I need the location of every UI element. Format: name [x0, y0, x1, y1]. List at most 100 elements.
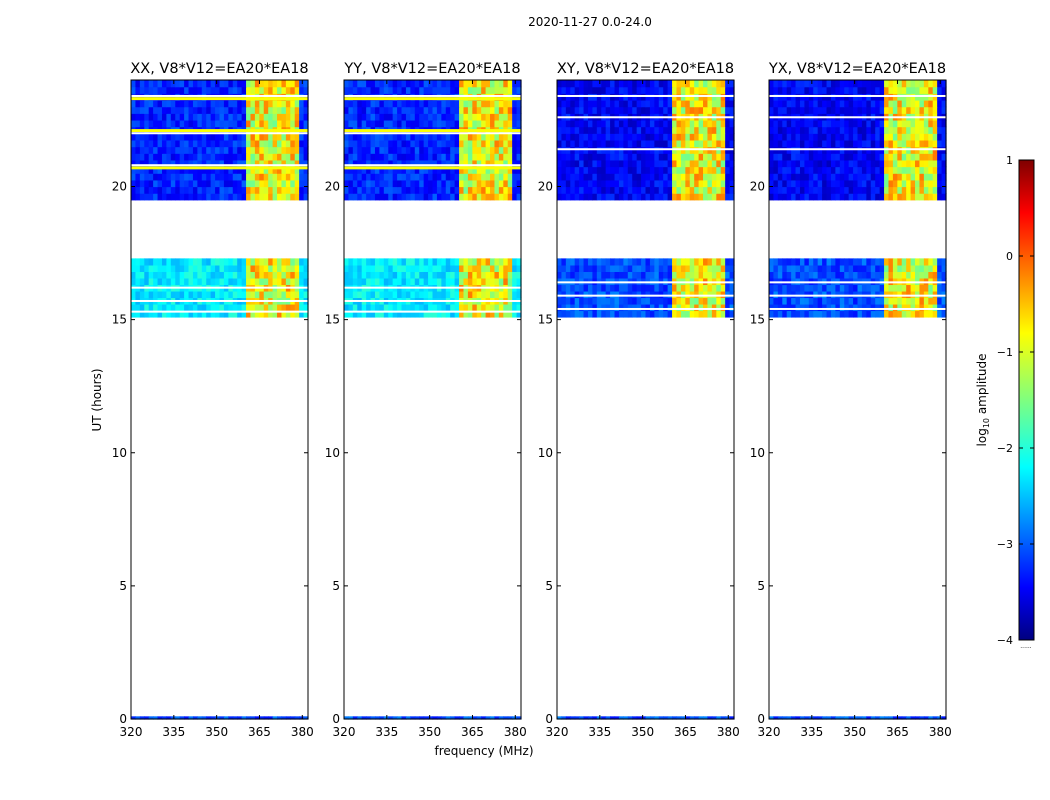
heatmap-cell: [587, 106, 593, 114]
heatmap-cell: [467, 139, 473, 148]
heatmap-cell: [623, 166, 629, 174]
heatmap-cell: [729, 99, 735, 108]
heatmap-cell: [450, 264, 456, 273]
heatmap-cell: [428, 716, 434, 720]
heatmap-cell: [374, 153, 380, 161]
heatmap-cell: [463, 113, 469, 121]
heatmap-cell: [698, 106, 704, 114]
heatmap-cell: [294, 277, 300, 286]
heatmap-cell: [799, 99, 805, 108]
heatmap-cell: [786, 153, 792, 161]
heatmap-cell: [707, 179, 713, 188]
heatmap-cell: [892, 258, 898, 266]
heatmap-cell: [632, 284, 638, 292]
heatmap-cell: [879, 179, 885, 188]
heatmap-cell: [570, 106, 576, 114]
heatmap-cell: [870, 86, 876, 94]
heatmap-cell: [485, 186, 491, 194]
heatmap-cell: [410, 303, 416, 312]
heatmap-cell: [467, 113, 473, 121]
heatmap-cell: [410, 264, 416, 273]
heatmap-cell: [663, 80, 669, 88]
heatmap-cell: [799, 80, 805, 88]
bright-stripe: [131, 166, 308, 170]
heatmap-cell: [808, 258, 814, 266]
heatmap-cell: [148, 146, 154, 154]
heatmap-cell: [197, 179, 203, 188]
heatmap-cell: [879, 106, 885, 114]
heatmap-cell: [574, 310, 580, 318]
heatmap-cell: [459, 310, 465, 318]
heatmap-cell: [888, 133, 894, 141]
heatmap-cell: [175, 106, 181, 114]
colorbar-tick-label: −3: [997, 538, 1013, 551]
heatmap-cell: [888, 290, 894, 299]
heatmap-cell: [799, 159, 805, 168]
heatmap-cell: [166, 173, 172, 181]
heatmap-cell: [494, 258, 500, 266]
heatmap-cell: [179, 173, 185, 181]
heatmap-cell: [592, 297, 598, 305]
heatmap-cell: [157, 153, 163, 161]
heatmap-cell: [246, 153, 252, 161]
heatmap-cell: [777, 186, 783, 194]
heatmap-cell: [866, 284, 872, 292]
heatmap-cell: [370, 159, 376, 168]
heatmap-cell: [870, 258, 876, 266]
heatmap-cell: [277, 153, 283, 161]
heatmap-cell: [773, 193, 779, 201]
heatmap-cell: [561, 258, 567, 266]
heatmap-cell: [561, 179, 567, 188]
heatmap-cell: [844, 80, 850, 88]
heatmap-cell: [720, 264, 726, 273]
heatmap-cell: [516, 271, 522, 279]
heatmap-cell: [223, 179, 229, 188]
heatmap-cell: [857, 264, 863, 273]
heatmap-cell: [250, 173, 256, 181]
heatmap-cell: [857, 271, 863, 279]
heatmap-cell: [915, 106, 921, 114]
heatmap-cell: [219, 146, 225, 154]
heatmap-cell: [711, 271, 717, 279]
heatmap-cell: [379, 303, 385, 312]
heatmap-cell: [277, 133, 283, 141]
heatmap-cell: [219, 153, 225, 161]
heatmap-cell: [139, 264, 145, 273]
heatmap-cell: [654, 126, 660, 134]
heatmap-cell: [348, 153, 354, 161]
heatmap-cell: [210, 193, 216, 201]
heatmap-cell: [210, 716, 216, 720]
heatmap-cell: [703, 310, 709, 318]
heatmap-cell: [201, 716, 207, 720]
heatmap-cell: [707, 86, 713, 94]
heatmap-cell: [636, 106, 642, 114]
heatmap-cell: [769, 119, 775, 128]
heatmap-cell: [263, 113, 269, 121]
heatmap-cell: [454, 133, 460, 141]
heatmap-cell: [879, 258, 885, 266]
heatmap-cell: [463, 86, 469, 94]
heatmap-cell: [888, 99, 894, 108]
heatmap-cell: [223, 303, 229, 312]
heatmap-cell: [215, 716, 221, 720]
heatmap-cell: [641, 264, 647, 273]
heatmap-cell: [804, 290, 810, 299]
heatmap-cell: [654, 290, 660, 299]
heatmap-cell: [817, 159, 823, 168]
heatmap-cell: [450, 173, 456, 181]
heatmap-cell: [623, 284, 629, 292]
heatmap-cell: [432, 290, 438, 299]
heatmap-cell: [729, 126, 735, 134]
heatmap-cell: [817, 310, 823, 318]
colorbar-label: log10 amplitude: [975, 354, 991, 447]
heatmap-cell: [498, 258, 504, 266]
heatmap-cell: [281, 86, 287, 94]
heatmap-cell: [716, 139, 722, 148]
heatmap-cell: [512, 99, 518, 108]
heatmap-cell: [685, 159, 691, 168]
heatmap-cell: [392, 166, 398, 174]
heatmap-cell: [490, 153, 496, 161]
heatmap-cell: [901, 264, 907, 273]
heatmap-cell: [294, 99, 300, 108]
heatmap-cell: [228, 186, 234, 194]
